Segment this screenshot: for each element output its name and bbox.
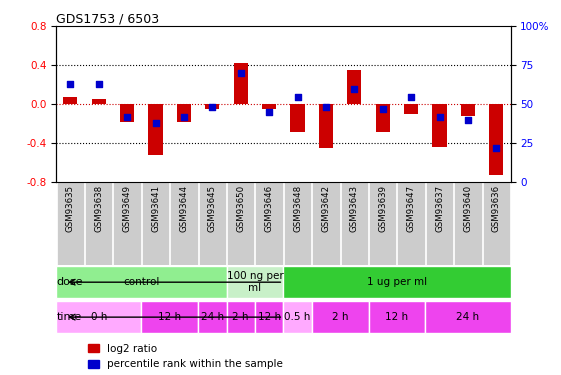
- Bar: [461, 104, 475, 116]
- FancyBboxPatch shape: [141, 302, 198, 333]
- FancyBboxPatch shape: [171, 183, 197, 265]
- FancyBboxPatch shape: [199, 183, 226, 265]
- Bar: [63, 96, 77, 104]
- Bar: [91, 99, 106, 104]
- Point: [180, 114, 188, 120]
- FancyBboxPatch shape: [482, 183, 510, 265]
- FancyBboxPatch shape: [255, 183, 283, 265]
- FancyBboxPatch shape: [398, 183, 425, 265]
- Text: GSM93645: GSM93645: [208, 185, 217, 232]
- Text: time: time: [57, 312, 82, 322]
- FancyBboxPatch shape: [369, 183, 396, 265]
- Text: GSM93636: GSM93636: [492, 185, 501, 232]
- Text: 0 h: 0 h: [90, 312, 107, 322]
- Bar: [404, 104, 418, 114]
- FancyBboxPatch shape: [425, 302, 511, 333]
- Point: [208, 105, 217, 111]
- Bar: [433, 104, 447, 147]
- FancyBboxPatch shape: [56, 267, 227, 298]
- Text: 24 h: 24 h: [201, 312, 224, 322]
- Text: 12 h: 12 h: [385, 312, 408, 322]
- Text: 0.5 h: 0.5 h: [284, 312, 311, 322]
- Bar: [205, 104, 219, 109]
- Point: [123, 114, 132, 120]
- FancyBboxPatch shape: [283, 267, 511, 298]
- FancyBboxPatch shape: [369, 302, 425, 333]
- Bar: [177, 104, 191, 122]
- Text: GSM93642: GSM93642: [321, 185, 330, 232]
- Bar: [120, 104, 134, 122]
- Text: GSM93639: GSM93639: [378, 185, 387, 232]
- Text: GSM93647: GSM93647: [407, 185, 416, 232]
- Point: [463, 117, 472, 123]
- FancyBboxPatch shape: [426, 183, 453, 265]
- Point: [378, 106, 387, 112]
- Point: [350, 86, 359, 92]
- Bar: [262, 104, 276, 109]
- Bar: [233, 63, 248, 104]
- Text: 2 h: 2 h: [332, 312, 348, 322]
- Point: [407, 93, 416, 99]
- Point: [492, 145, 501, 151]
- Bar: [319, 104, 333, 148]
- FancyBboxPatch shape: [227, 267, 283, 298]
- Bar: [376, 104, 390, 132]
- Text: 2 h: 2 h: [232, 312, 249, 322]
- Point: [265, 109, 274, 115]
- Text: GSM93643: GSM93643: [350, 185, 359, 232]
- Text: 100 ng per
ml: 100 ng per ml: [227, 272, 283, 293]
- Text: GSM93641: GSM93641: [151, 185, 160, 232]
- Text: GSM93638: GSM93638: [94, 185, 103, 232]
- Point: [293, 93, 302, 99]
- Point: [66, 81, 75, 87]
- Text: control: control: [123, 277, 159, 287]
- FancyBboxPatch shape: [113, 183, 141, 265]
- Text: GSM93644: GSM93644: [180, 185, 188, 232]
- FancyBboxPatch shape: [283, 302, 312, 333]
- Text: GSM93648: GSM93648: [293, 185, 302, 232]
- FancyBboxPatch shape: [57, 183, 84, 265]
- Bar: [347, 70, 361, 104]
- Text: GSM93646: GSM93646: [265, 185, 274, 232]
- FancyBboxPatch shape: [227, 183, 254, 265]
- FancyBboxPatch shape: [284, 183, 311, 265]
- FancyBboxPatch shape: [255, 302, 283, 333]
- Text: GSM93637: GSM93637: [435, 185, 444, 232]
- Point: [435, 114, 444, 120]
- Text: GSM93635: GSM93635: [66, 185, 75, 232]
- FancyBboxPatch shape: [312, 302, 369, 333]
- Point: [321, 105, 330, 111]
- Bar: [149, 104, 163, 155]
- Text: GSM93640: GSM93640: [463, 185, 472, 232]
- Text: 1 ug per ml: 1 ug per ml: [367, 277, 427, 287]
- FancyBboxPatch shape: [198, 302, 227, 333]
- Bar: [489, 104, 503, 175]
- FancyBboxPatch shape: [56, 302, 141, 333]
- Legend: log2 ratio, percentile rank within the sample: log2 ratio, percentile rank within the s…: [84, 340, 287, 374]
- FancyBboxPatch shape: [142, 183, 169, 265]
- Text: GSM93650: GSM93650: [236, 185, 245, 232]
- FancyBboxPatch shape: [227, 302, 255, 333]
- Text: 24 h: 24 h: [456, 312, 480, 322]
- Text: dose: dose: [57, 277, 83, 287]
- Bar: [291, 104, 305, 132]
- FancyBboxPatch shape: [312, 183, 339, 265]
- FancyBboxPatch shape: [341, 183, 368, 265]
- Point: [151, 120, 160, 126]
- Text: GSM93649: GSM93649: [123, 185, 132, 232]
- Point: [236, 70, 245, 76]
- Text: GDS1753 / 6503: GDS1753 / 6503: [56, 12, 159, 25]
- Point: [94, 81, 103, 87]
- FancyBboxPatch shape: [85, 183, 112, 265]
- FancyBboxPatch shape: [454, 183, 481, 265]
- Text: 12 h: 12 h: [158, 312, 181, 322]
- Text: 12 h: 12 h: [257, 312, 280, 322]
